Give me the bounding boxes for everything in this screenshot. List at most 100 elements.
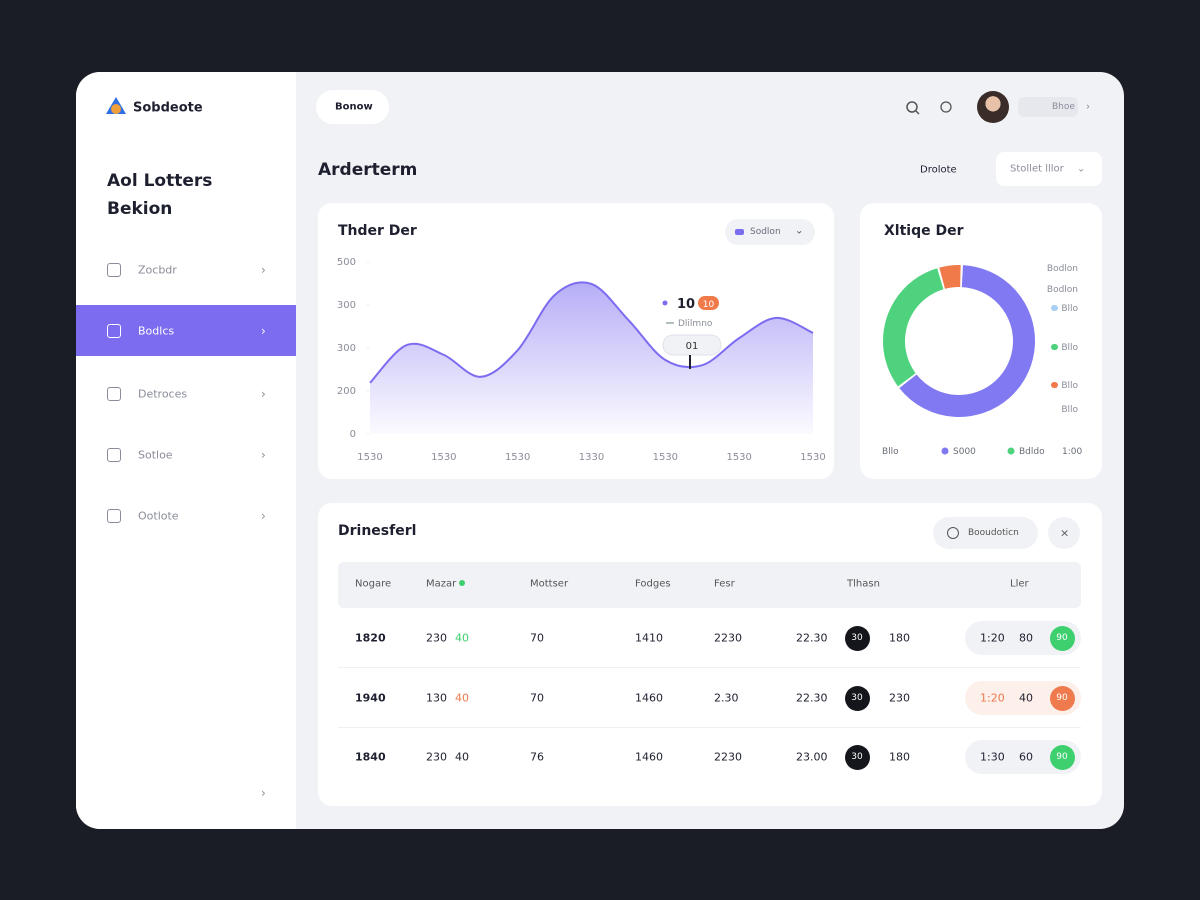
time-badge — [845, 686, 870, 711]
nav-label[interactable]: Ootlote — [138, 509, 179, 523]
table-cell: 1460 — [635, 750, 663, 764]
table-cell: 70 — [530, 691, 544, 705]
search-box[interactable] — [316, 90, 389, 124]
y-tick-label: 0 — [350, 429, 356, 440]
side-label: Bllo — [1061, 304, 1078, 314]
nav-chevron: › — [261, 448, 266, 462]
table-cell: 40 — [1019, 691, 1033, 705]
nav-label[interactable]: Bodlcs — [138, 324, 175, 338]
side-swatch — [1051, 382, 1058, 388]
user-chevron: › — [1086, 101, 1090, 113]
time-badge — [845, 626, 870, 651]
search-icon — [906, 101, 918, 113]
bell-icon — [940, 101, 952, 113]
button-label[interactable]: Booudoticn — [968, 528, 1019, 538]
table-cell: 1940 — [355, 691, 386, 705]
sidebar — [76, 72, 296, 829]
column-header: Mazar — [426, 578, 457, 590]
y-tick-label: 200 — [337, 386, 356, 397]
avatar[interactable] — [977, 91, 1009, 123]
area-line — [369, 281, 814, 384]
dropdown[interactable] — [996, 152, 1102, 186]
logo-dot — [111, 104, 121, 114]
nav-chevron: › — [261, 324, 266, 338]
table-cell: 40 — [455, 691, 469, 705]
close-icon: × — [1060, 526, 1070, 540]
table-cell: 1:20 — [980, 691, 1005, 705]
marker-label: 01 — [686, 341, 699, 352]
nav-label[interactable]: Sotloe — [138, 448, 173, 462]
table-cell: 180 — [889, 750, 910, 764]
table-cell: 40 — [455, 631, 469, 645]
table-cell: 90 — [1056, 693, 1068, 703]
donut-segment — [883, 265, 1035, 417]
logo — [106, 97, 126, 114]
marker-pill — [662, 334, 722, 356]
legend-label: S000 — [953, 447, 976, 457]
side-swatch — [1051, 344, 1058, 350]
table-cell: 1:30 — [980, 750, 1005, 764]
side-label: Bllo — [1061, 405, 1078, 415]
column-header: Mottser — [530, 578, 569, 590]
column-header: Tlhasn — [847, 578, 880, 590]
search-handle — [915, 110, 920, 115]
donut-segment — [883, 265, 1035, 417]
table-cell: 1:20 — [980, 631, 1005, 645]
button-icon — [947, 527, 959, 539]
table-cell: 70 — [530, 631, 544, 645]
table-cell: 2.30 — [714, 691, 739, 705]
x-tick-label: 1530 — [431, 452, 456, 463]
table-cell: 90 — [1056, 633, 1068, 643]
donut-chart: Bodlon Bodlon Bllo Bllo Bllo Bllo Bllo S000 Bdld… — [882, 264, 1082, 457]
top-icons — [906, 101, 952, 115]
legend-dot — [1007, 447, 1015, 455]
header-dot — [459, 580, 465, 586]
nav-label[interactable]: Zocbdr — [138, 263, 177, 277]
table-title: Drinesferl — [338, 523, 417, 539]
nav-icon — [107, 448, 121, 462]
table-cell: 180 — [889, 631, 910, 645]
user-name: Bhoe — [1052, 102, 1075, 112]
table-cell: 30 — [851, 693, 863, 703]
status-badge — [1050, 745, 1075, 770]
side-swatch — [1051, 305, 1058, 311]
legend-label: Sodlon — [750, 227, 781, 237]
y-tick-label: 500 — [337, 257, 356, 268]
table-cell: 1840 — [355, 750, 386, 764]
nav-label[interactable]: Detroces — [138, 387, 188, 401]
side-label: Bllo — [1061, 381, 1078, 391]
nav-chevron: › — [261, 263, 266, 277]
table-cell: 2230 — [714, 750, 742, 764]
table-cell: 2230 — [714, 631, 742, 645]
legend-dot — [941, 447, 949, 455]
x-tick-label: 1530 — [505, 452, 530, 463]
table-cell: 30 — [851, 633, 863, 643]
side-label: Bodlon — [1047, 285, 1078, 295]
table-cell: 40 — [455, 750, 469, 764]
table-cell: 230 — [426, 750, 447, 764]
table-cell: 22.30 — [796, 691, 828, 705]
sidebar-collapse: › — [261, 786, 266, 800]
legend-swatch — [735, 229, 744, 235]
nav-active-bg[interactable] — [76, 305, 296, 356]
search-text[interactable]: Bonow — [335, 101, 373, 113]
brand-name: Sobdeote — [133, 100, 203, 116]
close-button[interactable] — [1048, 517, 1080, 549]
table-cell: 1460 — [635, 691, 663, 705]
nav-chevron: › — [261, 509, 266, 523]
legend-label: Bdldo — [1019, 447, 1045, 457]
legend-chevron: ⌄ — [795, 225, 804, 237]
status-badge — [1050, 686, 1075, 711]
nav-icon — [107, 263, 121, 277]
x-tick-label: 1330 — [579, 452, 604, 463]
table-cell: 230 — [426, 631, 447, 645]
time-badge — [845, 745, 870, 770]
area-chart: 0 200 300 300 500 1530 1530 1530 1330 1530 1530 153… — [337, 257, 826, 463]
side-label: Bodlon — [1047, 264, 1078, 274]
user-pill[interactable] — [1018, 97, 1078, 117]
dropdown-text[interactable]: Stollet lllor — [1010, 163, 1064, 175]
y-tick-label: 300 — [337, 300, 356, 311]
column-header: Fesr — [714, 578, 735, 590]
tooltip-dot — [662, 300, 668, 306]
